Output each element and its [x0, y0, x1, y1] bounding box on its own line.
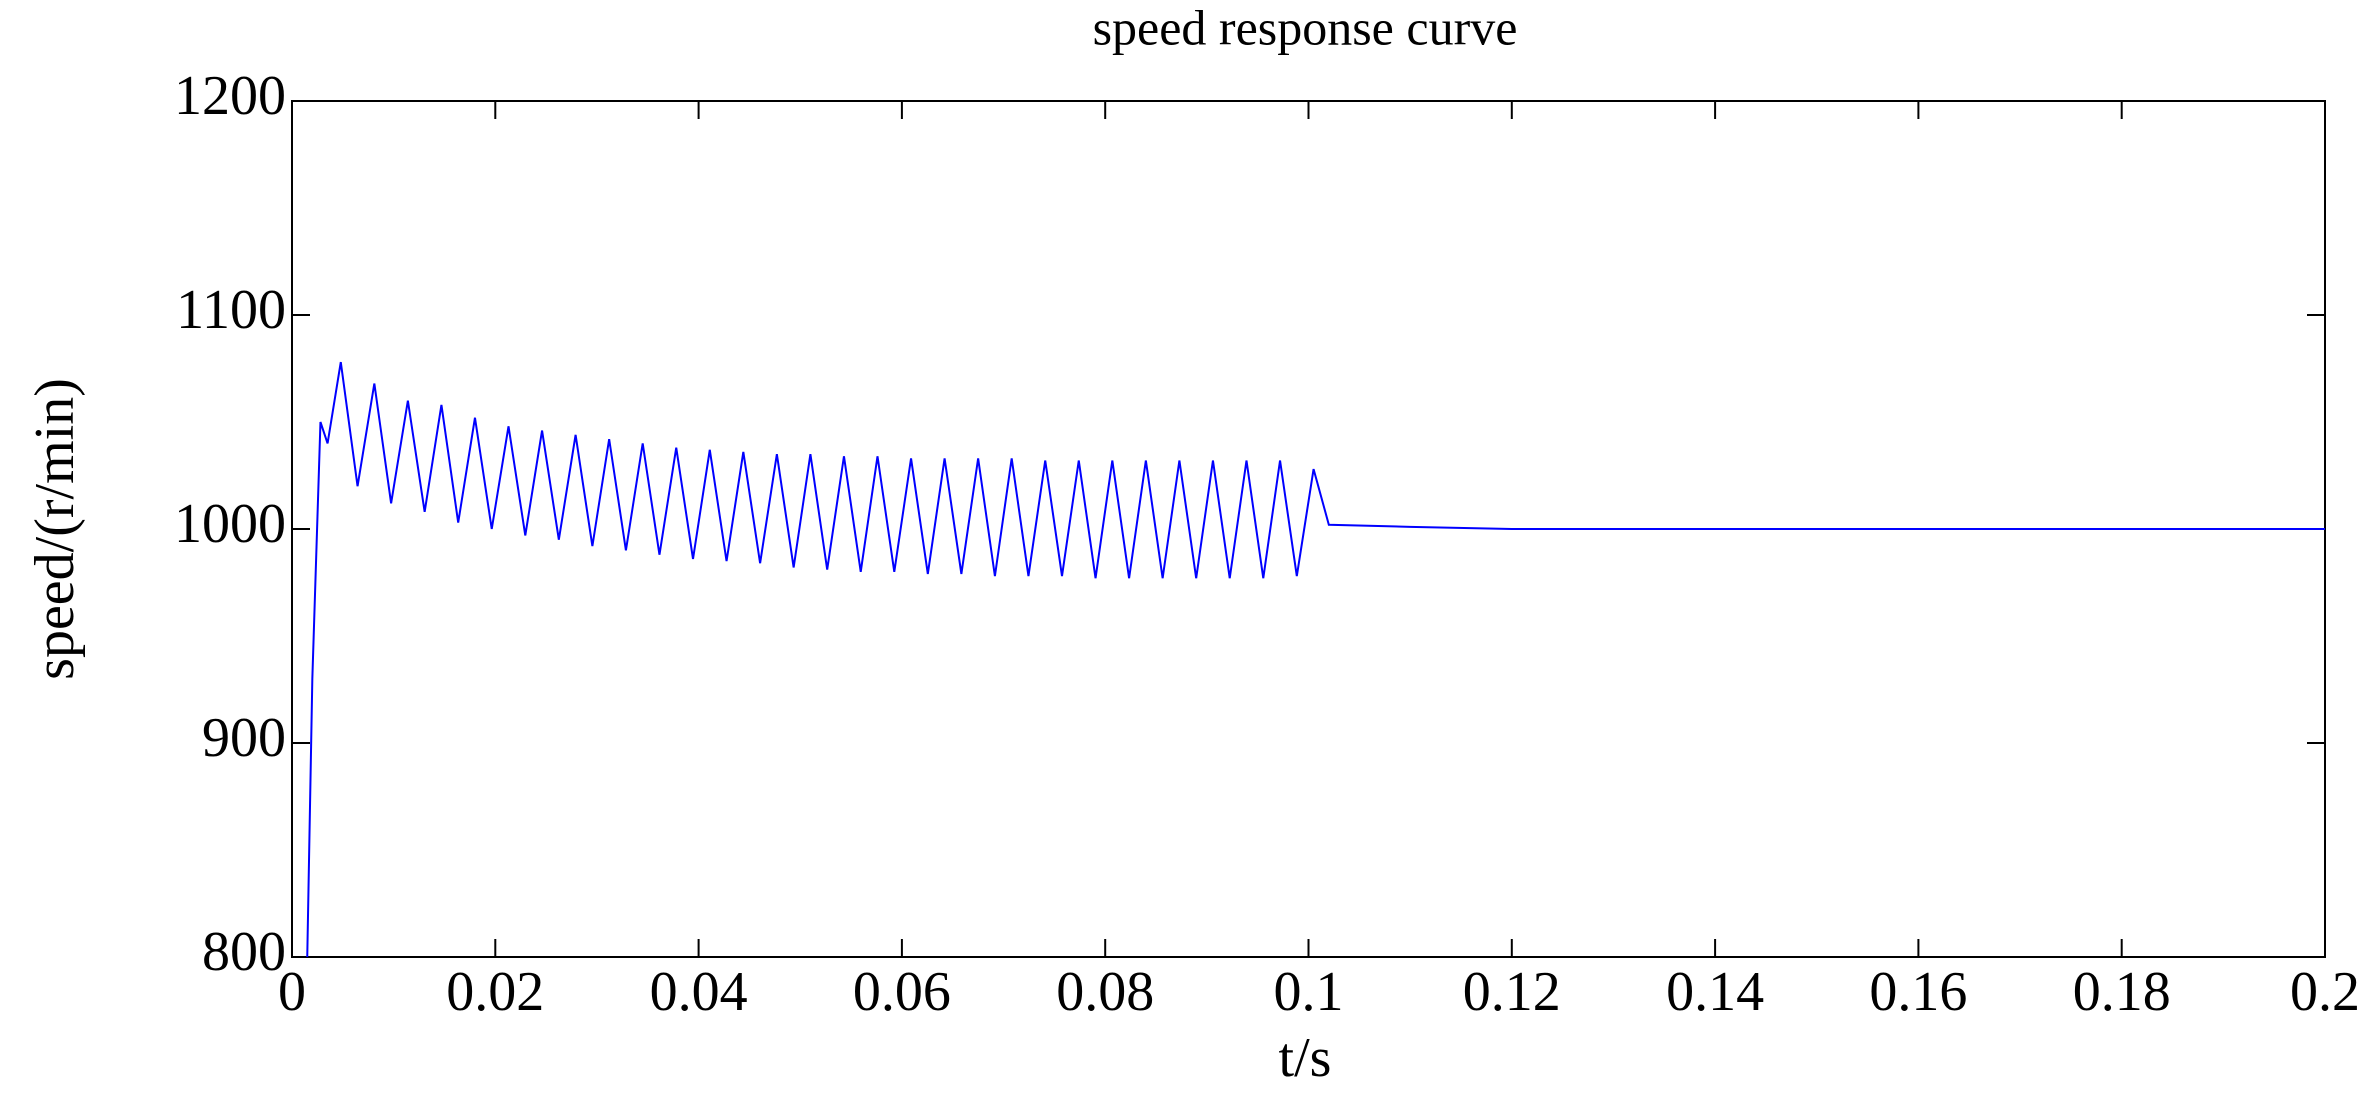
x-tick-label: 0.2 [2290, 961, 2360, 1023]
x-tick-label: 0.06 [853, 961, 951, 1023]
x-axis-label: t/s [1279, 1027, 1332, 1089]
x-tick-label: 0.1 [1274, 961, 1344, 1023]
x-tick-label: 0.04 [650, 961, 748, 1023]
x-tick-label: 0.14 [1666, 961, 1764, 1023]
x-tick-label: 0.12 [1463, 961, 1561, 1023]
y-axis-label: speed/(r/min) [24, 378, 86, 680]
y-tick-label: 1100 [176, 279, 286, 341]
y-tick-label: 1200 [174, 65, 286, 127]
y-tick-label: 800 [202, 921, 286, 983]
y-tick-label: 1000 [174, 493, 286, 555]
x-tick-label: 0 [278, 961, 306, 1023]
x-tick-label: 0.18 [2073, 961, 2171, 1023]
data-line [306, 361, 2325, 958]
chart-title: speed response curve [1093, 0, 1518, 55]
x-tick-label: 0.16 [1869, 961, 1967, 1023]
x-tick-label: 0.08 [1056, 961, 1154, 1023]
y-tick-label: 900 [202, 707, 286, 769]
x-tick-label: 0.02 [446, 961, 544, 1023]
